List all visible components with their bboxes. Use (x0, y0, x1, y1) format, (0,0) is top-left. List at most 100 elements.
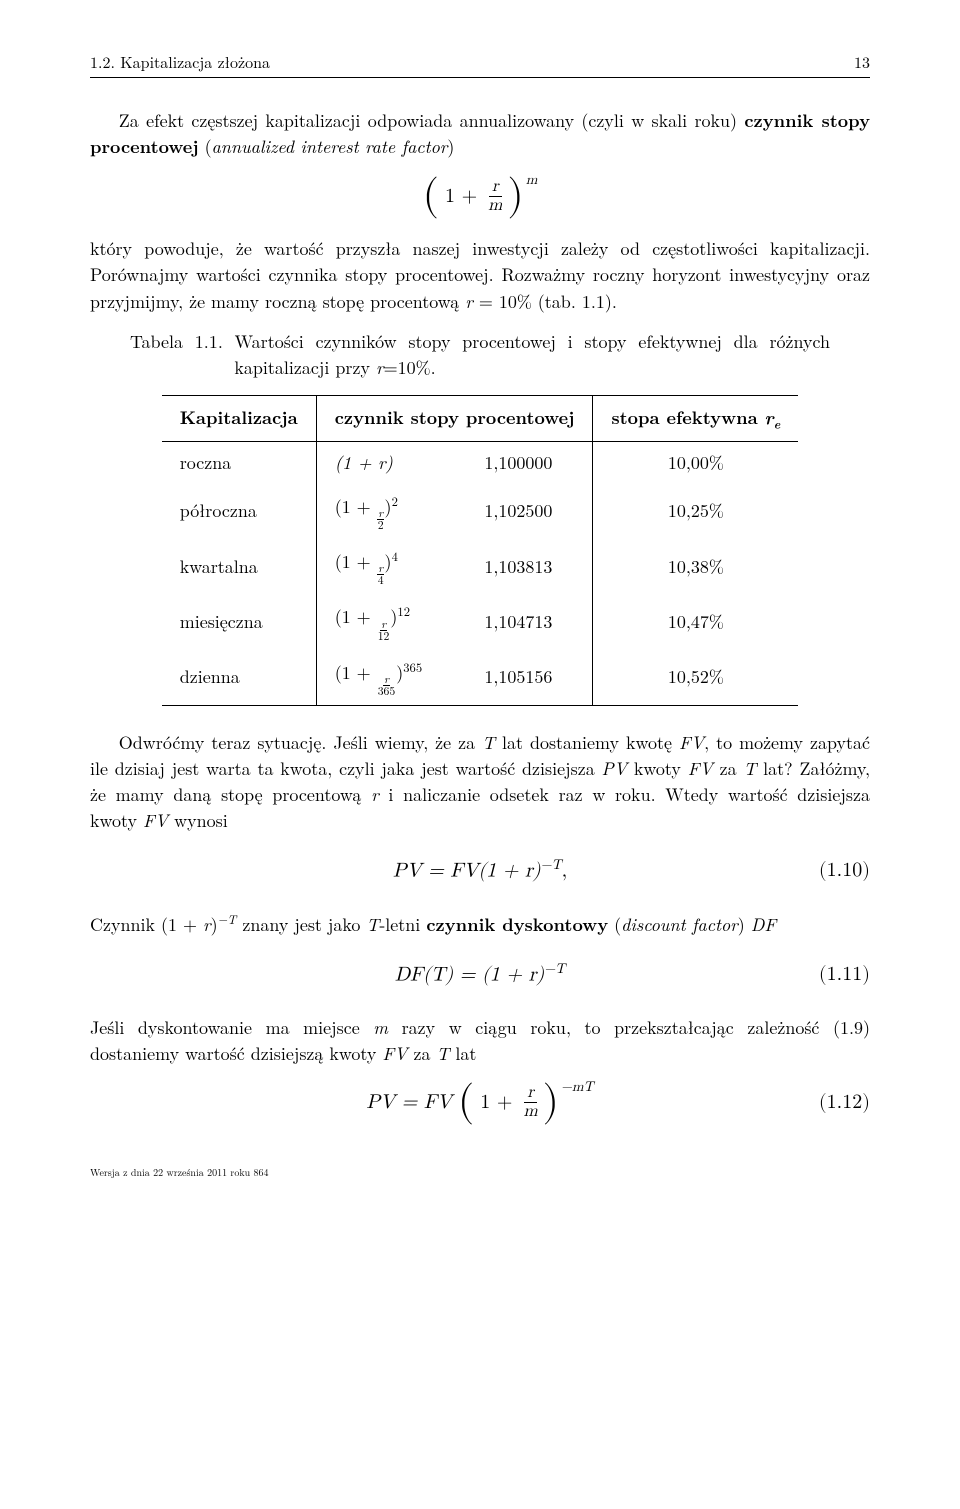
table-row: miesięczna (1 + r12)12 1,104713 10,47% (162, 594, 799, 649)
numerator: r (524, 1084, 537, 1103)
denominator: 365 (377, 686, 397, 697)
cell: kwartalna (162, 539, 316, 594)
text: znany jest jako (236, 912, 366, 937)
term-italic: annualized interest rate factor (212, 134, 448, 159)
equation-number: (1.11) (819, 960, 870, 989)
text: DF(T) = (1 + r) (395, 965, 544, 985)
text: 1 + (445, 182, 477, 211)
subscript: e (774, 414, 781, 432)
text: (1 + (335, 549, 377, 574)
var-r: r (371, 782, 379, 807)
caption-label: Tabela 1.1. (130, 329, 223, 354)
fraction: r365 (377, 674, 397, 697)
denominator: m (520, 1103, 540, 1121)
term-bold: czynnik dyskontowy (426, 912, 608, 937)
exponent: −T (544, 962, 565, 976)
var-m: m (373, 1015, 388, 1040)
text: ) (738, 912, 751, 937)
table-row: kwartalna (1 + r4)4 1,103813 10,38% (162, 539, 799, 594)
equation-1-10: PV = FV(1 + r)−T, (1.10) (90, 848, 870, 892)
text: Za efekt częstszej kapitalizacji odpowia… (119, 108, 745, 133)
paren-right: ) (507, 180, 523, 214)
var-FV: FV (143, 808, 168, 833)
cell-formula: (1 + r) (316, 441, 466, 484)
paragraph-discount: Czynnik (1 + r)−T znany jest jako T-letn… (90, 910, 870, 938)
text: (1 + (335, 604, 377, 629)
cell-formula: (1 + r4)4 (316, 539, 466, 594)
exponent: −mT (561, 1077, 594, 1097)
text: (1 + (335, 494, 377, 519)
text: 1 + (480, 1088, 512, 1117)
cell-formula: (1 + r365)365 (316, 650, 466, 706)
equation-1-11: DF(T) = (1 + r)−T (1.11) (90, 953, 870, 997)
exponent: −T (541, 858, 562, 872)
table-row: dzienna (1 + r365)365 1,105156 10,52% (162, 650, 799, 706)
exponent: 2 (392, 492, 398, 510)
fraction: r m (520, 1084, 540, 1121)
paren-left: ( (458, 1086, 474, 1120)
text: ) (385, 549, 392, 574)
text: stopa efektywna (611, 405, 764, 430)
section-title: 1.2. Kapitalizacja złożona (90, 50, 270, 73)
formula-annualized-factor: ( 1 + r m ) m (90, 174, 870, 218)
text: PV = FV(1 + r) (393, 861, 541, 881)
numerator: r (489, 178, 502, 197)
text: wynosi (168, 808, 228, 833)
var-r: r (465, 289, 473, 314)
cell: 1,100000 (466, 441, 593, 484)
var-r: r (203, 912, 211, 937)
fraction: r m (485, 178, 505, 215)
eq-body: PV = FV(1 + r)−T, (393, 855, 567, 886)
term-italic: discount factor (621, 912, 738, 937)
text: PV = FV (366, 1088, 452, 1117)
page-number: 13 (854, 50, 870, 73)
table-row: roczna (1 + r) 1,100000 10,00% (162, 441, 799, 484)
text: (1 + r) (335, 450, 393, 475)
cell: 1,102500 (466, 484, 593, 539)
table-header-row: Kapitalizacja czynnik stopy procentowej … (162, 395, 799, 441)
text: Jeśli dyskontowanie ma miejsce (90, 1015, 373, 1040)
var-r: r (765, 403, 774, 430)
exponent: m (526, 170, 538, 190)
text: kwoty (627, 756, 688, 781)
cell: 1,104713 (466, 594, 593, 649)
cell-formula: (1 + r2)2 (316, 484, 466, 539)
text: -letni (379, 912, 426, 937)
eq-body: DF(T) = (1 + r)−T (395, 959, 565, 990)
var-T: T (482, 730, 495, 755)
cell: 1,105156 (466, 650, 593, 706)
text: Odwróćmy teraz sytuację. Jeśli wiemy, że… (119, 730, 482, 755)
col-header: czynnik stopy procentowej (316, 395, 593, 441)
text: (1 + (335, 660, 377, 685)
footer-version: Wersja z dnia 22 września 2011 roku 864 (90, 1165, 870, 1180)
paragraph-reverse: Odwróćmy teraz sytuację. Jeśli wiemy, że… (90, 730, 870, 834)
text: ) (447, 134, 454, 159)
text: ( (199, 134, 212, 159)
table-row: półroczna (1 + r2)2 1,102500 10,25% (162, 484, 799, 539)
cell: dzienna (162, 650, 316, 706)
cell: roczna (162, 441, 316, 484)
exponent: −T (218, 910, 237, 928)
var-T: T (743, 756, 756, 781)
var-PV: PV (602, 756, 628, 781)
text: =10%. (384, 355, 436, 380)
caption-text: Wartości czynników stopy procentowej i s… (223, 329, 830, 380)
cell: 10,38% (593, 539, 798, 594)
var-T: T (366, 912, 379, 937)
text: lat (449, 1041, 476, 1066)
exponent: 365 (403, 658, 422, 676)
exponent: 4 (392, 547, 398, 565)
running-header: 1.2. Kapitalizacja złożona 13 (90, 50, 870, 73)
paren-right: ) (543, 1086, 559, 1120)
cell: 10,47% (593, 594, 798, 649)
text: ( (608, 912, 621, 937)
cell: miesięczna (162, 594, 316, 649)
col-header: stopa efektywna re (593, 395, 798, 441)
text: ) (211, 912, 218, 937)
var-T: T (437, 1041, 450, 1066)
cell: 10,25% (593, 484, 798, 539)
var-r: r (376, 355, 384, 380)
paragraph-m-times: Jeśli dyskontowanie ma miejsce m razy w … (90, 1015, 870, 1067)
text: za (408, 1041, 437, 1066)
equation-number: (1.10) (819, 856, 870, 885)
